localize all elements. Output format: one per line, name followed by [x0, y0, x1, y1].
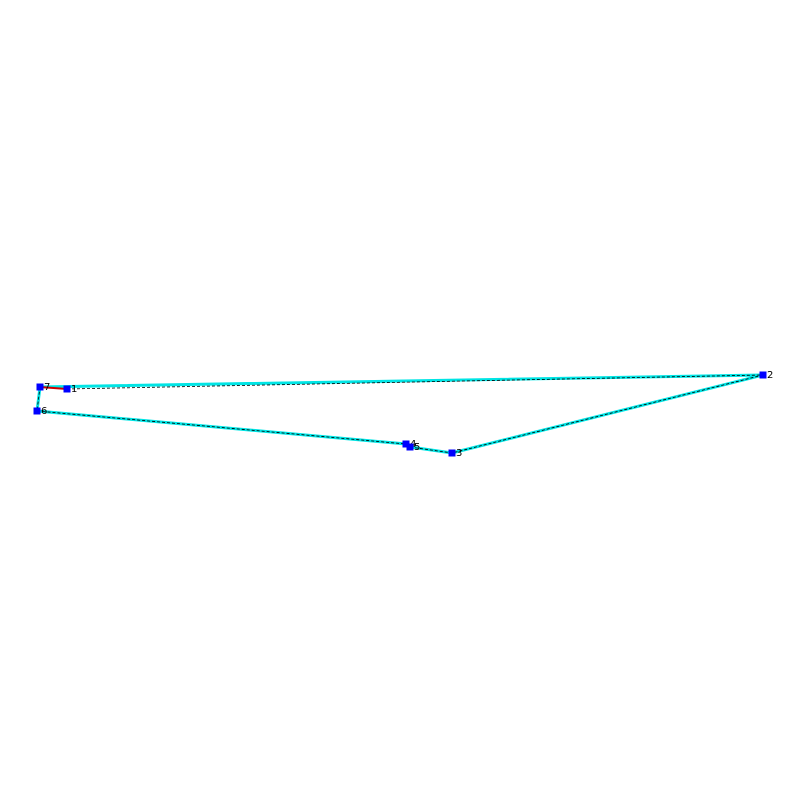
edges [35, 373, 764, 455]
vertex-label: 2 [767, 370, 773, 381]
vertices: 1234567 [33, 370, 773, 459]
vertex-marker [63, 385, 71, 393]
vertex-label: 5 [414, 442, 420, 453]
start-edge [39, 386, 68, 390]
vertex-marker [33, 407, 41, 415]
vertex-marker [36, 383, 44, 391]
vertex-label: 7 [44, 382, 50, 393]
vertex-marker [406, 443, 414, 451]
vertex-marker [759, 371, 767, 379]
closing-dashed [66, 374, 764, 390]
vertex-label: 3 [456, 448, 462, 459]
vertex-marker [402, 440, 410, 448]
outline-cyan [35, 373, 764, 455]
vertex-label: 1 [71, 384, 77, 395]
vertex-marker [448, 449, 456, 457]
vertex-label: 6 [41, 406, 47, 417]
